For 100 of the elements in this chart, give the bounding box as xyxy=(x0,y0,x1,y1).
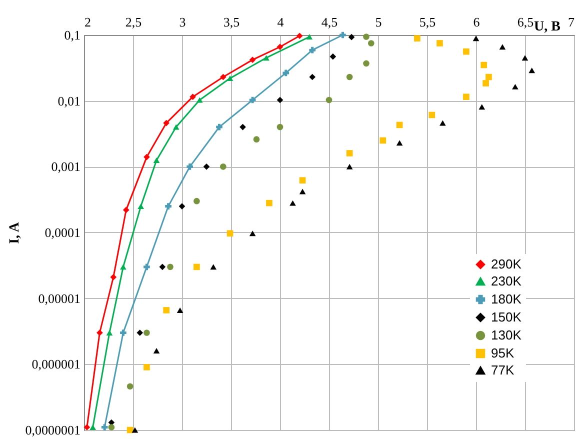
point xyxy=(522,55,528,61)
point xyxy=(266,200,272,206)
point xyxy=(346,150,353,156)
point xyxy=(330,53,336,60)
point xyxy=(486,74,492,80)
point xyxy=(108,424,115,430)
y-axis-title: I, A xyxy=(7,221,22,244)
point xyxy=(348,34,355,40)
point xyxy=(120,330,126,336)
legend-label: 77K xyxy=(491,362,514,378)
point xyxy=(276,44,284,50)
point xyxy=(296,32,303,40)
point xyxy=(436,40,443,46)
point xyxy=(194,198,200,204)
point xyxy=(196,97,203,103)
point xyxy=(163,120,170,126)
point xyxy=(226,76,234,82)
x-tick-label: 2 xyxy=(84,14,91,30)
point xyxy=(144,154,150,160)
point xyxy=(240,124,246,130)
legend-label: 180K xyxy=(491,292,522,306)
point xyxy=(340,32,346,38)
point xyxy=(346,74,353,80)
point xyxy=(159,264,166,270)
point xyxy=(216,124,222,130)
point xyxy=(309,46,316,54)
y-tick-label: 0,000001 xyxy=(32,356,80,372)
point xyxy=(363,34,370,40)
point xyxy=(84,424,90,430)
legend-label: 150K xyxy=(491,310,522,324)
point xyxy=(499,44,506,50)
point xyxy=(282,70,290,76)
x-tick-label: 4 xyxy=(277,14,284,30)
point xyxy=(101,424,108,430)
point xyxy=(172,124,180,130)
point xyxy=(396,140,403,146)
point xyxy=(190,94,196,100)
point xyxy=(414,35,420,42)
point xyxy=(396,122,403,128)
point xyxy=(299,177,306,184)
point xyxy=(226,230,234,237)
point xyxy=(220,164,226,170)
point xyxy=(249,96,256,104)
x-tick-label: 4,5 xyxy=(321,14,338,30)
point xyxy=(178,203,186,210)
point xyxy=(249,56,256,63)
point xyxy=(309,74,316,80)
legend-label: 130K xyxy=(491,328,522,342)
point xyxy=(132,427,138,433)
point xyxy=(363,60,370,67)
point xyxy=(463,48,470,55)
x-tick-label: 5,5 xyxy=(419,14,436,30)
point xyxy=(122,206,130,214)
x-tick-label: 3,5 xyxy=(223,14,240,30)
point xyxy=(136,330,144,336)
point xyxy=(110,274,117,280)
point xyxy=(480,62,488,68)
point xyxy=(144,364,150,370)
y-tick-label: 0,0000001 xyxy=(25,422,80,438)
legend-label: 95K xyxy=(491,346,514,360)
point xyxy=(478,104,486,110)
point xyxy=(163,307,170,314)
x-tick-label: 7 xyxy=(568,14,575,30)
point xyxy=(167,264,174,270)
point xyxy=(440,120,446,126)
point xyxy=(368,40,374,46)
y-tick-label: 0,00001 xyxy=(38,290,80,306)
point xyxy=(346,164,353,170)
point xyxy=(210,264,217,270)
x-axis-title: U, B xyxy=(534,20,560,34)
y-tick-label: 0,0001 xyxy=(44,225,80,240)
point xyxy=(165,203,172,210)
point xyxy=(144,330,150,336)
y-tick-label: 0,001 xyxy=(51,159,80,174)
point xyxy=(144,264,150,270)
point xyxy=(138,204,144,210)
point xyxy=(512,84,518,90)
point xyxy=(299,188,306,194)
x-tick-label: 6 xyxy=(473,14,480,30)
point xyxy=(120,264,126,270)
point xyxy=(276,96,284,104)
legend-label: 230K xyxy=(491,274,522,288)
point xyxy=(186,164,193,170)
point xyxy=(194,264,200,270)
point xyxy=(306,34,313,40)
point xyxy=(203,164,210,170)
point xyxy=(253,136,260,143)
x-tick-label: 5 xyxy=(375,14,382,30)
point xyxy=(482,80,489,86)
point xyxy=(528,68,536,74)
point xyxy=(290,200,296,206)
point xyxy=(96,330,103,336)
point xyxy=(472,36,480,42)
point xyxy=(249,230,256,236)
point xyxy=(153,158,160,164)
point xyxy=(326,96,332,104)
point xyxy=(463,94,470,100)
point xyxy=(276,124,284,130)
point xyxy=(428,112,436,118)
point xyxy=(90,424,96,430)
